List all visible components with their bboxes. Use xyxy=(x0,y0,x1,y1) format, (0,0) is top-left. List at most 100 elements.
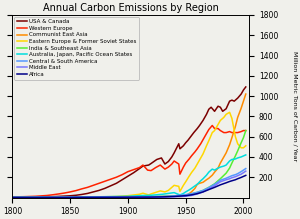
Western Europe xyxy=(211,124,214,127)
India & Southeast Asia xyxy=(172,194,176,197)
Western Europe xyxy=(11,196,14,198)
India & Southeast Asia xyxy=(11,196,14,199)
Australia, Japan, Pacific Ocean States xyxy=(244,154,247,156)
Central & South America xyxy=(244,167,247,170)
USA & Canada xyxy=(192,131,196,134)
Australia, Japan, Pacific Ocean States xyxy=(195,183,199,186)
Central & South America xyxy=(68,196,72,199)
Eastern Europe & Former Soviet States xyxy=(188,175,191,178)
Eastern Europe & Former Soviet States xyxy=(205,145,208,147)
India & Southeast Asia xyxy=(239,141,243,144)
India & Southeast Asia xyxy=(190,193,193,195)
Central & South America xyxy=(184,193,188,196)
Line: Africa: Africa xyxy=(12,175,246,197)
Middle East xyxy=(190,194,193,197)
Eastern Europe & Former Soviet States xyxy=(234,135,237,138)
Central & South America xyxy=(190,192,193,195)
Africa xyxy=(11,196,14,199)
Australia, Japan, Pacific Ocean States xyxy=(161,193,164,196)
Australia, Japan, Pacific Ocean States xyxy=(228,160,231,162)
Eastern Europe & Former Soviet States xyxy=(190,171,193,174)
Australia, Japan, Pacific Ocean States xyxy=(207,171,211,173)
Communist East Asia xyxy=(230,136,234,139)
Eastern Europe & Former Soviet States xyxy=(201,153,205,155)
Australia, Japan, Pacific Ocean States xyxy=(219,166,222,168)
USA & Canada xyxy=(195,127,199,130)
Central & South America xyxy=(219,179,222,182)
Africa xyxy=(244,174,247,177)
Line: Western Europe: Western Europe xyxy=(12,125,246,197)
Middle East xyxy=(161,196,164,198)
Line: Communist East Asia: Communist East Asia xyxy=(12,94,246,197)
India & Southeast Asia xyxy=(244,129,247,132)
Eastern Europe & Former Soviet States xyxy=(199,157,202,159)
India & Southeast Asia xyxy=(161,195,164,198)
Africa xyxy=(234,178,237,181)
Western Europe xyxy=(146,169,149,171)
Australia, Japan, Pacific Ocean States xyxy=(193,185,197,187)
Africa xyxy=(239,176,243,179)
India & Southeast Asia xyxy=(68,196,72,198)
Communist East Asia xyxy=(244,93,247,95)
Western Europe xyxy=(22,195,26,198)
Communist East Asia xyxy=(205,178,208,181)
Communist East Asia xyxy=(228,143,231,146)
Western Europe xyxy=(28,195,31,198)
Eastern Europe & Former Soviet States xyxy=(11,196,14,199)
Eastern Europe & Former Soviet States xyxy=(147,194,151,196)
Communist East Asia xyxy=(211,174,214,177)
Communist East Asia xyxy=(198,182,201,185)
Communist East Asia xyxy=(193,187,197,190)
India & Southeast Asia xyxy=(219,177,222,180)
Eastern Europe & Former Soviet States xyxy=(158,190,162,192)
Eastern Europe & Former Soviet States xyxy=(242,147,245,149)
USA & Canada xyxy=(244,86,247,88)
India & Southeast Asia xyxy=(213,182,216,185)
Australia, Japan, Pacific Ocean States xyxy=(222,165,226,167)
Middle East xyxy=(207,187,211,190)
Eastern Europe & Former Soviet States xyxy=(149,193,153,195)
Eastern Europe & Former Soviet States xyxy=(184,180,188,183)
Y-axis label: Million Metric Tons of Carbon / Year: Million Metric Tons of Carbon / Year xyxy=(292,51,297,161)
Australia, Japan, Pacific Ocean States xyxy=(205,174,208,177)
Middle East xyxy=(213,185,216,187)
Communist East Asia xyxy=(213,171,216,173)
Communist East Asia xyxy=(68,196,72,199)
Australia, Japan, Pacific Ocean States xyxy=(138,194,141,197)
Africa xyxy=(242,175,245,178)
Australia, Japan, Pacific Ocean States xyxy=(182,192,185,195)
Central & South America xyxy=(234,173,237,176)
Communist East Asia xyxy=(172,195,176,198)
Line: Middle East: Middle East xyxy=(12,171,246,197)
Middle East xyxy=(195,193,199,195)
Australia, Japan, Pacific Ocean States xyxy=(184,191,188,193)
India & Southeast Asia xyxy=(242,136,245,139)
Middle East xyxy=(224,178,228,181)
Australia, Japan, Pacific Ocean States xyxy=(11,196,14,199)
Communist East Asia xyxy=(170,195,174,197)
Australia, Japan, Pacific Ocean States xyxy=(170,192,174,194)
Africa xyxy=(224,182,228,184)
Middle East xyxy=(68,196,72,199)
Middle East xyxy=(234,175,237,178)
Communist East Asia xyxy=(234,125,237,128)
India & Southeast Asia xyxy=(230,162,234,164)
Middle East xyxy=(172,196,176,198)
Communist East Asia xyxy=(201,181,205,184)
Eastern Europe & Former Soviet States xyxy=(224,113,228,116)
Eastern Europe & Former Soviet States xyxy=(167,189,170,192)
Western Europe xyxy=(193,150,197,153)
Africa xyxy=(149,196,153,198)
Africa xyxy=(68,196,72,199)
Africa xyxy=(201,191,205,193)
Communist East Asia xyxy=(186,193,190,196)
Western Europe xyxy=(195,148,199,150)
Africa xyxy=(213,186,216,189)
Middle East xyxy=(126,196,130,199)
Eastern Europe & Former Soviet States xyxy=(193,167,197,170)
India & Southeast Asia xyxy=(126,196,130,198)
Communist East Asia xyxy=(239,107,243,110)
Eastern Europe & Former Soviet States xyxy=(207,139,211,142)
Communist East Asia xyxy=(207,177,211,180)
Communist East Asia xyxy=(224,152,228,154)
